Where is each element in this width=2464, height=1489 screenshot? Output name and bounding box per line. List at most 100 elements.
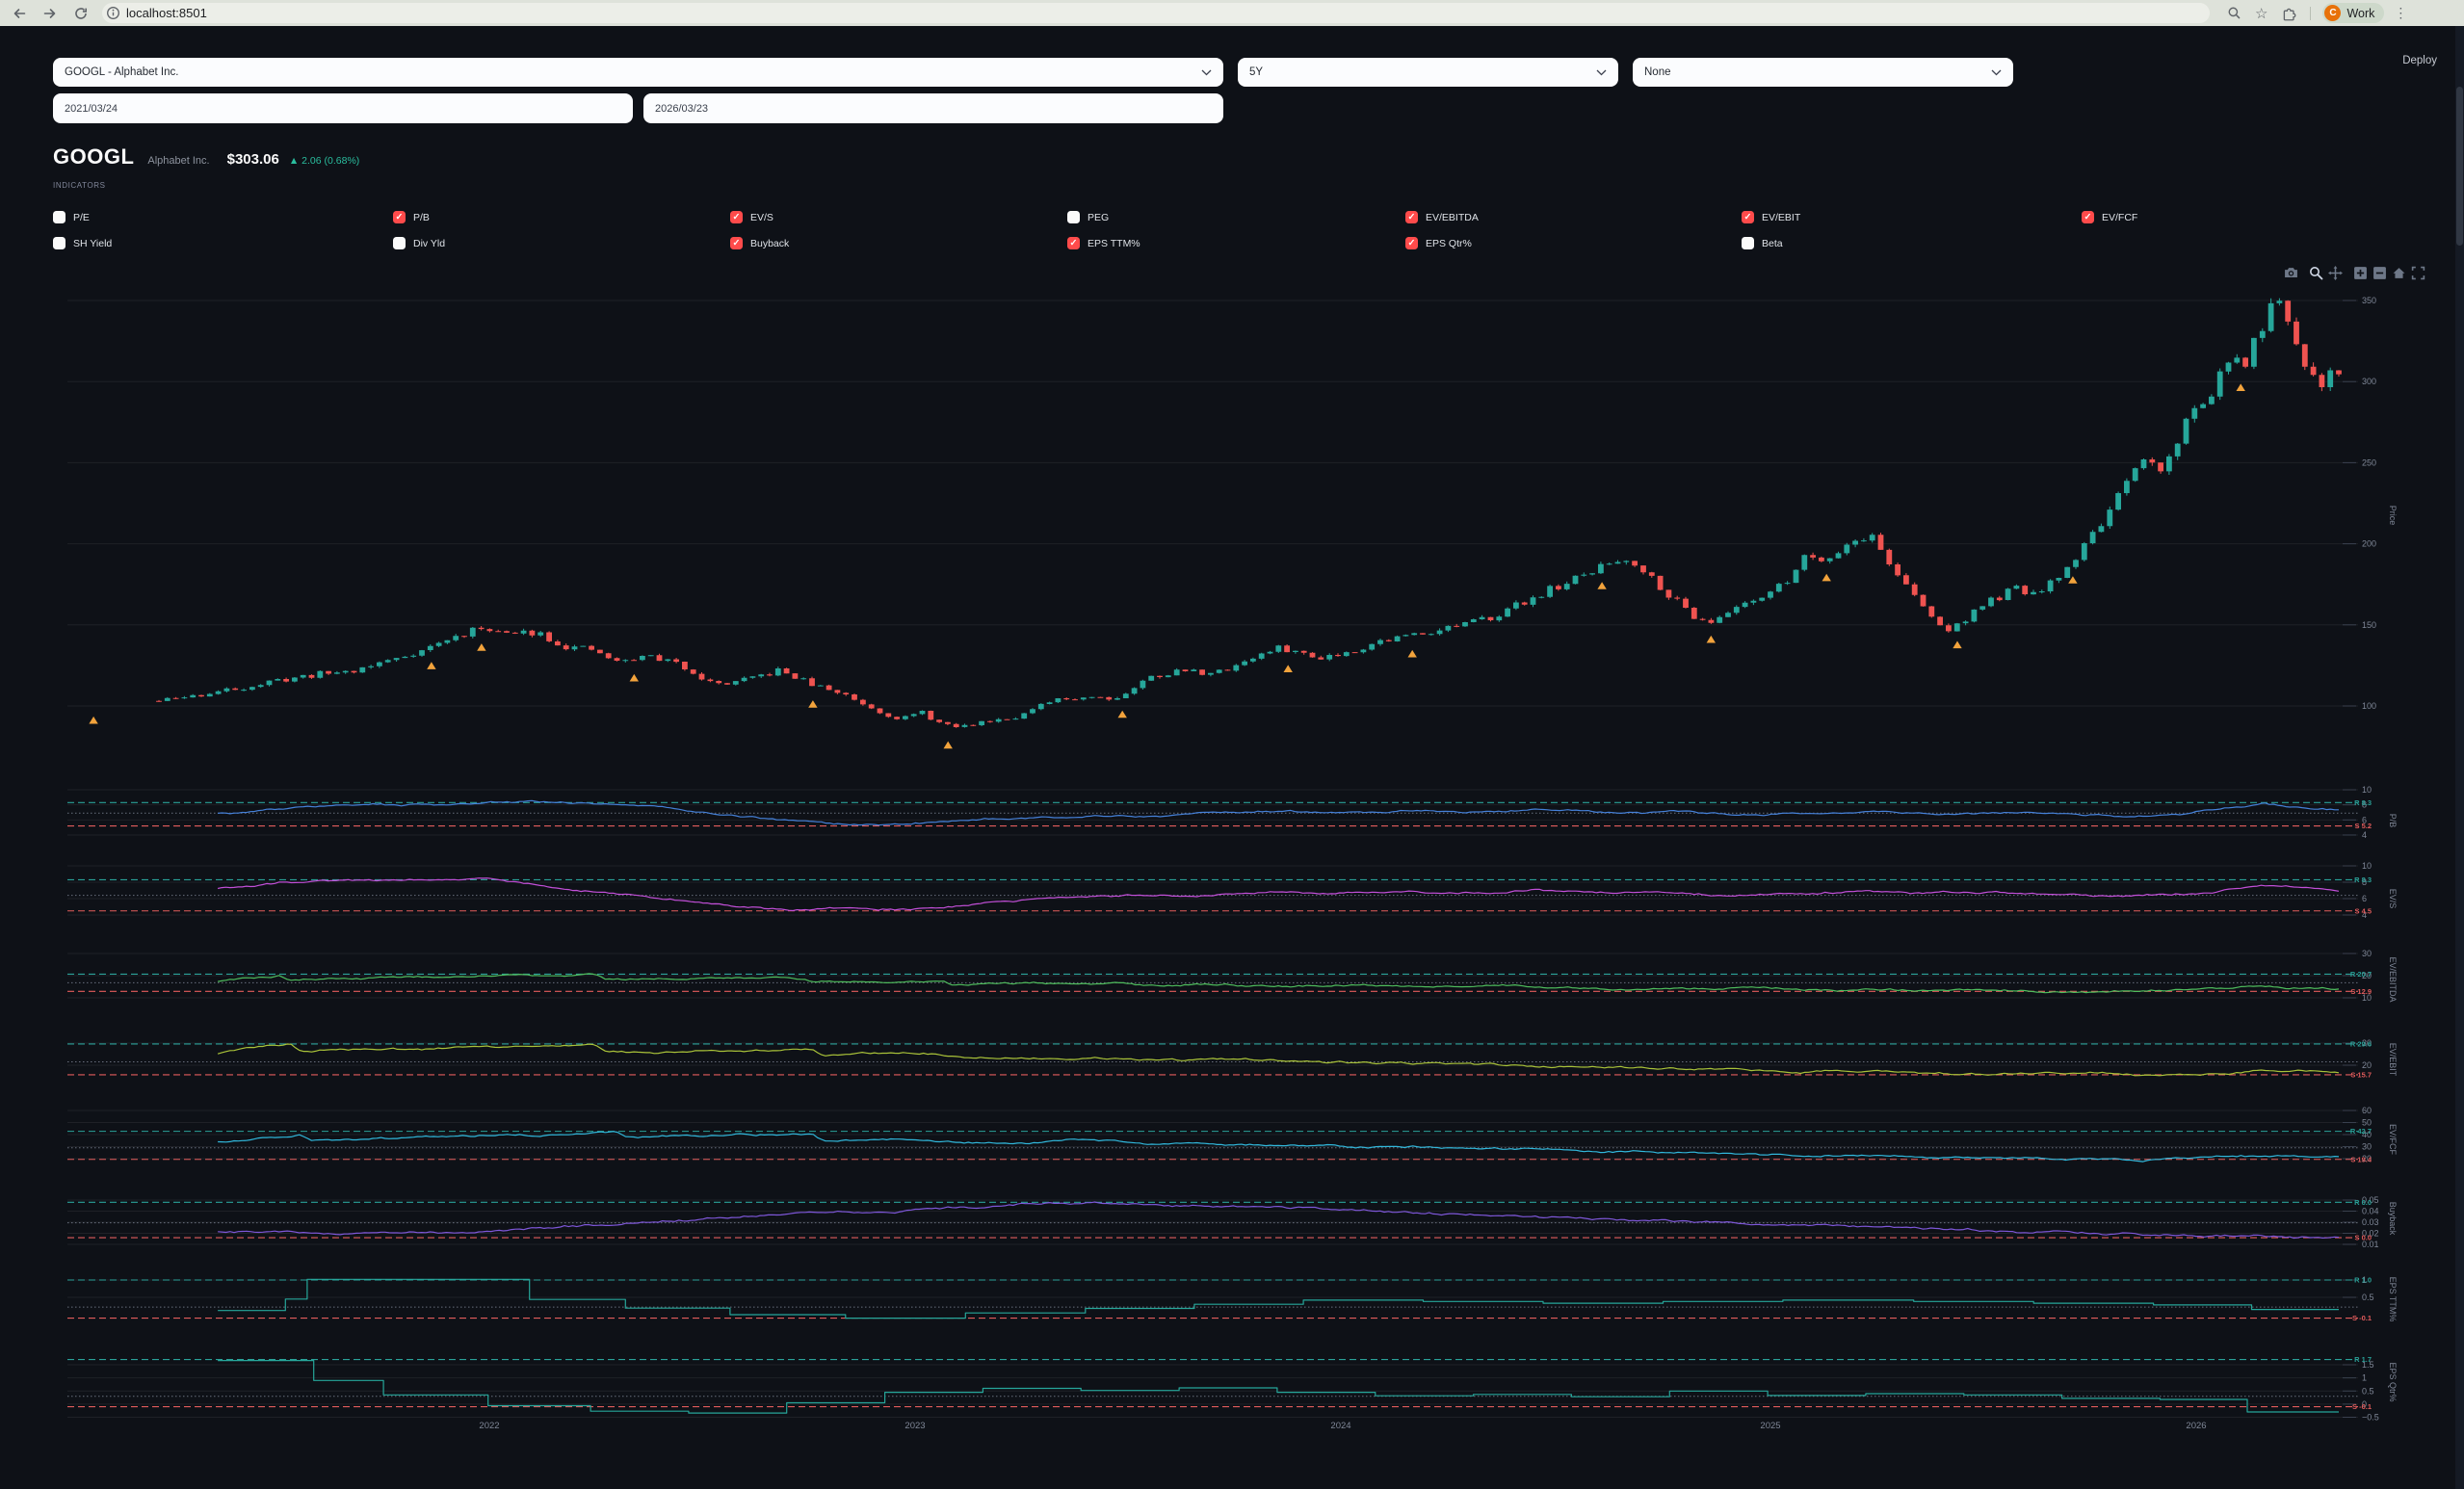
indicator-checkbox-evs[interactable]: EV/S [730, 211, 773, 223]
zoom-page-icon[interactable] [2227, 6, 2241, 20]
indicator-checkbox-epsqtr[interactable]: EPS Qtr% [1405, 237, 1472, 249]
checkbox-icon[interactable] [393, 211, 406, 223]
svg-text:EV/EBIT: EV/EBIT [2388, 1043, 2398, 1077]
indicator-checkbox-epsttm[interactable]: EPS TTM% [1067, 237, 1140, 249]
svg-text:S -0.1: S -0.1 [2352, 1402, 2372, 1411]
site-info-icon[interactable] [106, 6, 120, 20]
svg-text:P/B: P/B [2388, 814, 2398, 828]
checkbox-icon[interactable] [1067, 237, 1080, 249]
svg-text:0.5: 0.5 [2362, 1293, 2374, 1302]
reload-icon[interactable] [69, 2, 92, 25]
svg-text:20: 20 [2362, 1060, 2372, 1070]
checkbox-icon[interactable] [1742, 211, 1754, 223]
company-name: Alphabet Inc. [147, 155, 210, 167]
checkbox-icon[interactable] [2082, 211, 2094, 223]
profile-chip[interactable]: C Work [2322, 3, 2385, 23]
checkbox-icon[interactable] [1405, 237, 1418, 249]
forward-icon[interactable] [39, 2, 62, 25]
zoom-out-icon[interactable] [2372, 266, 2387, 280]
ticker-symbol: GOOGL [53, 144, 135, 169]
checkbox-icon[interactable] [730, 237, 743, 249]
svg-text:R 0.0: R 0.0 [2354, 1198, 2372, 1207]
svg-text:150: 150 [2362, 620, 2376, 630]
checkbox-icon[interactable] [393, 237, 406, 249]
svg-text:0.01: 0.01 [2362, 1240, 2379, 1249]
scrollbar-track[interactable] [2455, 26, 2464, 1489]
checkbox-icon[interactable] [53, 211, 66, 223]
indicator-checkbox-divyld[interactable]: Div Yld [393, 237, 445, 249]
ticker-select[interactable]: GOOGL - Alphabet Inc. [53, 58, 1223, 87]
zoom-in-icon[interactable] [2353, 266, 2368, 280]
autoscale-icon[interactable] [2411, 266, 2425, 280]
svg-text:350: 350 [2362, 296, 2376, 305]
profile-avatar[interactable]: C [2324, 5, 2342, 21]
svg-text:1: 1 [2362, 1275, 2367, 1285]
chevron-down-icon [1596, 69, 1607, 75]
back-icon[interactable] [8, 2, 31, 25]
range-select[interactable]: 5Y [1238, 58, 1618, 87]
svg-text:EV/FCF: EV/FCF [2388, 1124, 2398, 1156]
benchmark-select[interactable]: None [1633, 58, 2013, 87]
deploy-button[interactable]: Deploy [2402, 55, 2437, 66]
svg-text:100: 100 [2362, 701, 2376, 711]
svg-text:60: 60 [2362, 1106, 2372, 1115]
start-date-input[interactable] [53, 93, 633, 123]
svg-text:4: 4 [2362, 830, 2367, 840]
checkbox-icon[interactable] [1067, 211, 1080, 223]
app-canvas: Deploy GOOGL - Alphabet Inc. 5Y None GOO… [0, 26, 2464, 1489]
indicators-caption: INDICATORS [53, 181, 106, 190]
indicator-checkbox-evfcf[interactable]: EV/FCF [2082, 211, 2137, 223]
svg-text:0.03: 0.03 [2362, 1217, 2379, 1227]
svg-text:R 20.7: R 20.7 [2350, 970, 2372, 979]
indicator-checkbox-evebitda[interactable]: EV/EBITDA [1405, 211, 1479, 223]
url-bar[interactable]: localhost:8501 [102, 3, 2210, 23]
home-icon[interactable] [2392, 266, 2406, 280]
svg-text:Buyback: Buyback [2388, 1202, 2398, 1236]
ticker-select-value: GOOGL - Alphabet Inc. [65, 66, 179, 78]
current-price: $303.06 [226, 151, 279, 168]
svg-text:0.02: 0.02 [2362, 1229, 2379, 1239]
svg-text:200: 200 [2362, 539, 2376, 549]
bookmark-star-icon[interactable]: ☆ [2255, 5, 2268, 22]
svg-text:8: 8 [2362, 877, 2367, 887]
svg-text:10: 10 [2362, 993, 2372, 1003]
profile-label: Work [2346, 6, 2375, 20]
end-date-input[interactable] [643, 93, 1223, 123]
svg-text:S 5.2: S 5.2 [2354, 822, 2372, 830]
range-select-value: 5Y [1249, 66, 1264, 78]
chevron-down-icon [1991, 69, 2002, 75]
svg-text:2026: 2026 [2186, 1421, 2206, 1431]
indicator-checkbox-peg[interactable]: PEG [1067, 211, 1109, 223]
svg-text:S -0.1: S -0.1 [2352, 1314, 2372, 1322]
indicator-checkbox-pe[interactable]: P/E [53, 211, 90, 223]
browser-toolbar: localhost:8501 ☆ C Work ⋮ [0, 0, 2464, 27]
zoom-icon[interactable] [2309, 266, 2323, 280]
indicator-checkbox-evebit[interactable]: EV/EBIT [1742, 211, 1800, 223]
checkbox-icon[interactable] [1405, 211, 1418, 223]
svg-text:S 19.4: S 19.4 [2350, 1155, 2372, 1163]
browser-menu-icon[interactable]: ⋮ [2394, 5, 2408, 20]
camera-icon[interactable] [2284, 266, 2298, 280]
svg-text:2024: 2024 [1330, 1421, 1350, 1431]
checkbox-icon[interactable] [1742, 237, 1754, 249]
pan-icon[interactable] [2328, 266, 2343, 280]
checkbox-icon[interactable] [730, 211, 743, 223]
url-text[interactable]: localhost:8501 [126, 6, 207, 20]
scrollbar-thumb[interactable] [2456, 87, 2463, 246]
checkbox-icon[interactable] [53, 237, 66, 249]
svg-text:EV/EBITDA: EV/EBITDA [2388, 956, 2398, 1002]
extensions-icon[interactable] [2281, 6, 2296, 21]
indicator-checkbox-shyield[interactable]: SH Yield [53, 237, 112, 249]
indicator-checkbox-pb[interactable]: P/B [393, 211, 430, 223]
svg-text:20: 20 [2362, 1154, 2372, 1163]
indicator-checkbox-buyback[interactable]: Buyback [730, 237, 789, 249]
indicator-checkbox-beta[interactable]: Beta [1742, 237, 1783, 249]
svg-text:EV/S: EV/S [2388, 889, 2398, 909]
svg-text:S 12.9: S 12.9 [2350, 987, 2372, 996]
svg-text:250: 250 [2362, 457, 2376, 467]
svg-text:0.05: 0.05 [2362, 1195, 2379, 1205]
svg-text:30: 30 [2362, 1142, 2372, 1152]
svg-text:6: 6 [2362, 894, 2367, 903]
svg-text:S 4.5: S 4.5 [2354, 906, 2372, 915]
